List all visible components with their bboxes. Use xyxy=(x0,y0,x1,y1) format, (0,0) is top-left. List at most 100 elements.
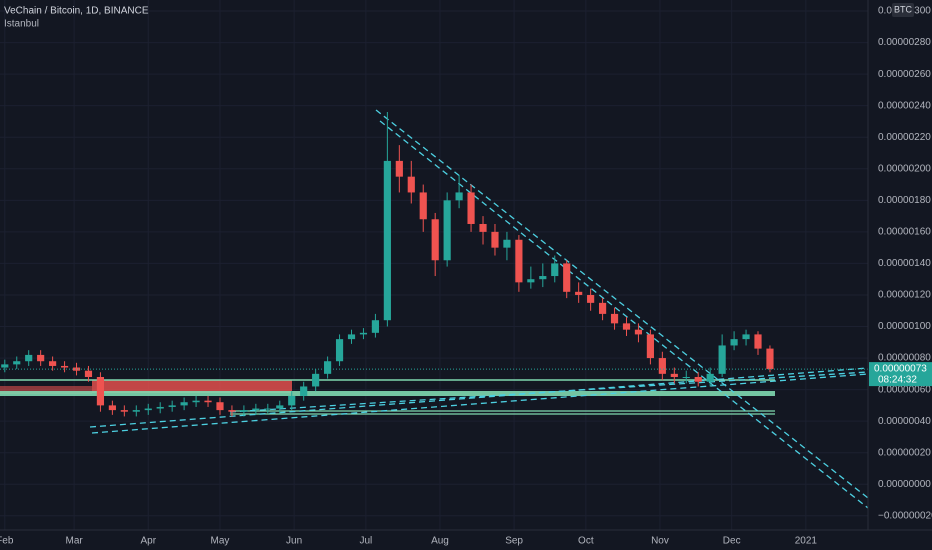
y-tick-label: 0.00000140 xyxy=(878,258,931,269)
candle-body xyxy=(335,339,344,362)
candle-body xyxy=(431,219,439,261)
y-tick-label: 0.00000040 xyxy=(878,416,931,427)
candle-body xyxy=(312,373,320,387)
candle-body xyxy=(479,223,487,232)
candle-body xyxy=(598,302,607,314)
candle-body xyxy=(491,231,499,248)
candle-body xyxy=(622,323,631,330)
candle-body xyxy=(419,192,427,220)
candle-body xyxy=(610,313,619,324)
candle-body xyxy=(407,176,415,193)
candle-body xyxy=(25,354,33,362)
candle-body xyxy=(563,263,571,292)
candle-body xyxy=(108,405,116,411)
axis: −0.00000020 0.00000000 0.00000020 0.0000004… xyxy=(0,6,932,547)
x-tick-label: Apr xyxy=(140,536,156,547)
candle-body xyxy=(324,361,332,374)
candle-body xyxy=(132,410,140,412)
candle-body xyxy=(240,410,248,412)
y-tick-label: 0.00000180 xyxy=(878,195,931,206)
candle-body xyxy=(300,386,308,396)
countdown-label: 08:24:32 xyxy=(878,375,917,386)
candle-body xyxy=(742,334,750,340)
x-tick-label: Aug xyxy=(431,536,449,547)
candle-body xyxy=(168,405,176,407)
x-tick-label: Jul xyxy=(359,536,372,547)
candle-body xyxy=(264,408,272,410)
y-tick-label: 0.00000100 xyxy=(878,321,931,332)
x-tick-label: Feb xyxy=(0,536,14,547)
candle-body xyxy=(587,294,595,303)
candle-body xyxy=(84,370,93,377)
candle-body xyxy=(730,339,738,346)
candle-body xyxy=(754,334,762,349)
candle-body xyxy=(371,320,380,333)
candle-body xyxy=(72,367,81,371)
zone xyxy=(92,380,292,393)
trend-line xyxy=(89,367,869,428)
candle-body xyxy=(180,402,188,406)
y-tick-label: −0.00000020 xyxy=(878,510,932,521)
trend-line xyxy=(379,120,869,509)
candle-body xyxy=(706,373,714,382)
candle-body xyxy=(13,361,21,365)
candle-body xyxy=(37,354,45,362)
candle-body xyxy=(503,239,511,248)
zone xyxy=(0,391,775,396)
candle-body xyxy=(120,410,128,412)
currency-badge[interactable] xyxy=(892,3,914,17)
y-tick-label: 0.00000000 xyxy=(878,479,931,490)
drawings xyxy=(0,109,869,509)
candle-body xyxy=(347,334,356,340)
last-price-label: 0.00000073 xyxy=(874,364,927,375)
y-tick-label: 0.00000160 xyxy=(878,227,931,238)
candle-body xyxy=(1,364,9,368)
x-tick-label: Oct xyxy=(578,536,594,547)
candle-body xyxy=(694,376,702,382)
candle-body xyxy=(551,263,559,277)
symbol-title: VeChain / Bitcoin, 1D, BINANCE xyxy=(4,6,149,17)
x-tick-label: Sep xyxy=(505,536,523,547)
candle-body xyxy=(658,358,666,374)
candle-body xyxy=(515,239,523,283)
trend-line xyxy=(375,109,869,499)
candle-body xyxy=(144,408,152,411)
x-tick-label: May xyxy=(211,536,230,547)
timezone: Istanbul xyxy=(4,19,39,30)
candle-body xyxy=(276,405,284,409)
candle-body xyxy=(383,160,391,321)
candle-body xyxy=(539,276,547,280)
candle-body xyxy=(646,334,654,359)
candle-body xyxy=(467,192,475,224)
y-tick-label: 0.00000200 xyxy=(878,163,931,174)
y-tick-label: 0.00000120 xyxy=(878,290,931,301)
candle-body xyxy=(60,365,69,368)
price-axis xyxy=(868,0,932,530)
candle-body xyxy=(49,361,57,366)
candle-body xyxy=(192,400,200,403)
currency-label: BTC xyxy=(894,4,913,14)
candle-body xyxy=(96,376,105,406)
y-tick-label: 0.00000260 xyxy=(878,69,931,80)
y-tick-label: 0.00000240 xyxy=(878,100,931,111)
last-price-tag xyxy=(869,362,932,387)
candle-body xyxy=(204,400,212,403)
candle-body xyxy=(216,402,224,411)
candle-body xyxy=(575,291,583,295)
x-tick-label: Dec xyxy=(723,536,741,547)
candle-body xyxy=(443,200,451,261)
candle-body xyxy=(766,348,774,370)
candle-body xyxy=(156,406,164,409)
candle-body xyxy=(670,373,678,377)
candles xyxy=(1,111,774,417)
candle-body xyxy=(634,329,643,335)
candle-body xyxy=(455,192,463,201)
candle-body xyxy=(228,410,236,412)
y-tick-label: 0.00000280 xyxy=(878,37,931,48)
y-tick-label: 0.00000220 xyxy=(878,132,931,143)
candle-body xyxy=(682,376,690,378)
x-tick-label: Nov xyxy=(651,536,669,547)
candle-body xyxy=(395,160,403,177)
candle-body xyxy=(359,332,368,335)
